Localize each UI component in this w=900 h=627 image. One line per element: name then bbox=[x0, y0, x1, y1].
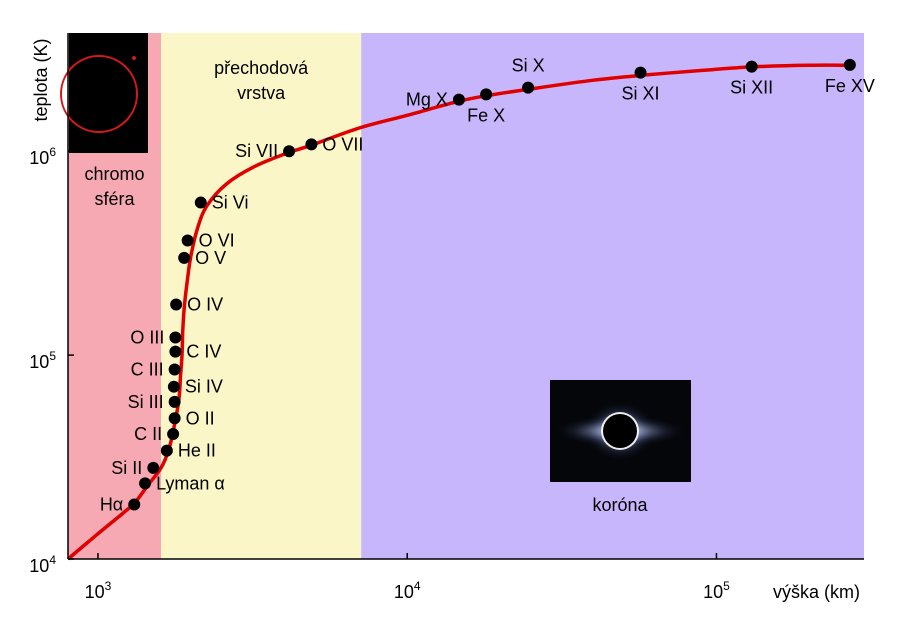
region-label: vrstva bbox=[237, 83, 286, 103]
region-label: chromo bbox=[85, 164, 145, 184]
y-axis-title: teplota (K) bbox=[31, 38, 51, 121]
data-point-label: Si VII bbox=[235, 141, 278, 161]
data-point-label: Lyman α bbox=[156, 473, 225, 493]
data-point bbox=[169, 345, 182, 358]
data-point-label: Si II bbox=[111, 458, 142, 478]
y-tick-label: 106 bbox=[29, 145, 56, 168]
data-point-label: Hα bbox=[100, 495, 123, 515]
region-label: přechodová bbox=[214, 58, 309, 78]
sun-thumbnail bbox=[60, 33, 148, 153]
data-point bbox=[634, 66, 647, 79]
data-point-label: O V bbox=[195, 248, 226, 268]
data-point bbox=[480, 88, 493, 101]
x-tick-label: 104 bbox=[394, 579, 421, 602]
data-point-label: Fe XV bbox=[825, 76, 875, 96]
data-point bbox=[745, 60, 758, 73]
data-point-label: O III bbox=[130, 327, 164, 347]
data-point bbox=[178, 251, 191, 264]
data-point bbox=[168, 363, 181, 376]
data-point-label: O IV bbox=[187, 295, 223, 315]
data-point-label: O II bbox=[186, 408, 215, 428]
data-point bbox=[522, 81, 535, 94]
data-point bbox=[194, 196, 207, 209]
data-point bbox=[128, 498, 141, 511]
corona-inset-label: koróna bbox=[592, 495, 648, 515]
data-point bbox=[139, 477, 152, 490]
data-point-label: Si IV bbox=[185, 377, 223, 397]
data-point-label: Si XII bbox=[730, 78, 773, 98]
data-points: Hα Lyman α Si II He II C II O II Si III Si IV C … bbox=[100, 56, 875, 515]
data-point-label: Fe X bbox=[467, 105, 505, 125]
data-point bbox=[843, 58, 856, 71]
data-point-label: Si Vi bbox=[212, 193, 249, 213]
data-point bbox=[181, 234, 194, 247]
data-point bbox=[283, 145, 296, 158]
data-point bbox=[452, 93, 465, 106]
x-axis-title: výška (km) bbox=[773, 582, 860, 602]
data-point bbox=[169, 331, 182, 344]
y-tick-label: 104 bbox=[29, 553, 56, 576]
data-point-label: O VII bbox=[322, 134, 363, 154]
y-tick-label: 105 bbox=[29, 349, 56, 372]
data-point bbox=[168, 412, 181, 425]
data-point-label: C III bbox=[131, 359, 164, 379]
corona-inset bbox=[550, 380, 691, 482]
data-point-label: O VI bbox=[199, 230, 235, 250]
data-point bbox=[305, 138, 318, 151]
data-point bbox=[167, 428, 180, 441]
region-label: sféra bbox=[95, 189, 136, 209]
data-point-label: Si XI bbox=[621, 84, 659, 104]
x-tick-label: 105 bbox=[703, 579, 730, 602]
data-point-label: Mg X bbox=[406, 90, 448, 110]
x-tick-label: 103 bbox=[85, 579, 112, 602]
data-point bbox=[168, 395, 181, 408]
data-point-label: C II bbox=[134, 424, 162, 444]
data-point bbox=[160, 444, 173, 457]
data-point bbox=[167, 380, 180, 393]
data-point bbox=[147, 461, 160, 474]
data-point bbox=[170, 298, 183, 311]
region-band bbox=[161, 33, 362, 559]
data-point-label: Si III bbox=[128, 392, 164, 412]
ticks: 103 104 105 104 105 106 bbox=[29, 145, 730, 602]
data-point-label: Si X bbox=[512, 56, 545, 76]
temperature-curve bbox=[66, 63, 850, 561]
region-labels: chromo sféra přechodová vrstva bbox=[85, 58, 310, 209]
data-point-label: C IV bbox=[186, 342, 221, 362]
data-point-label: He II bbox=[178, 441, 216, 461]
